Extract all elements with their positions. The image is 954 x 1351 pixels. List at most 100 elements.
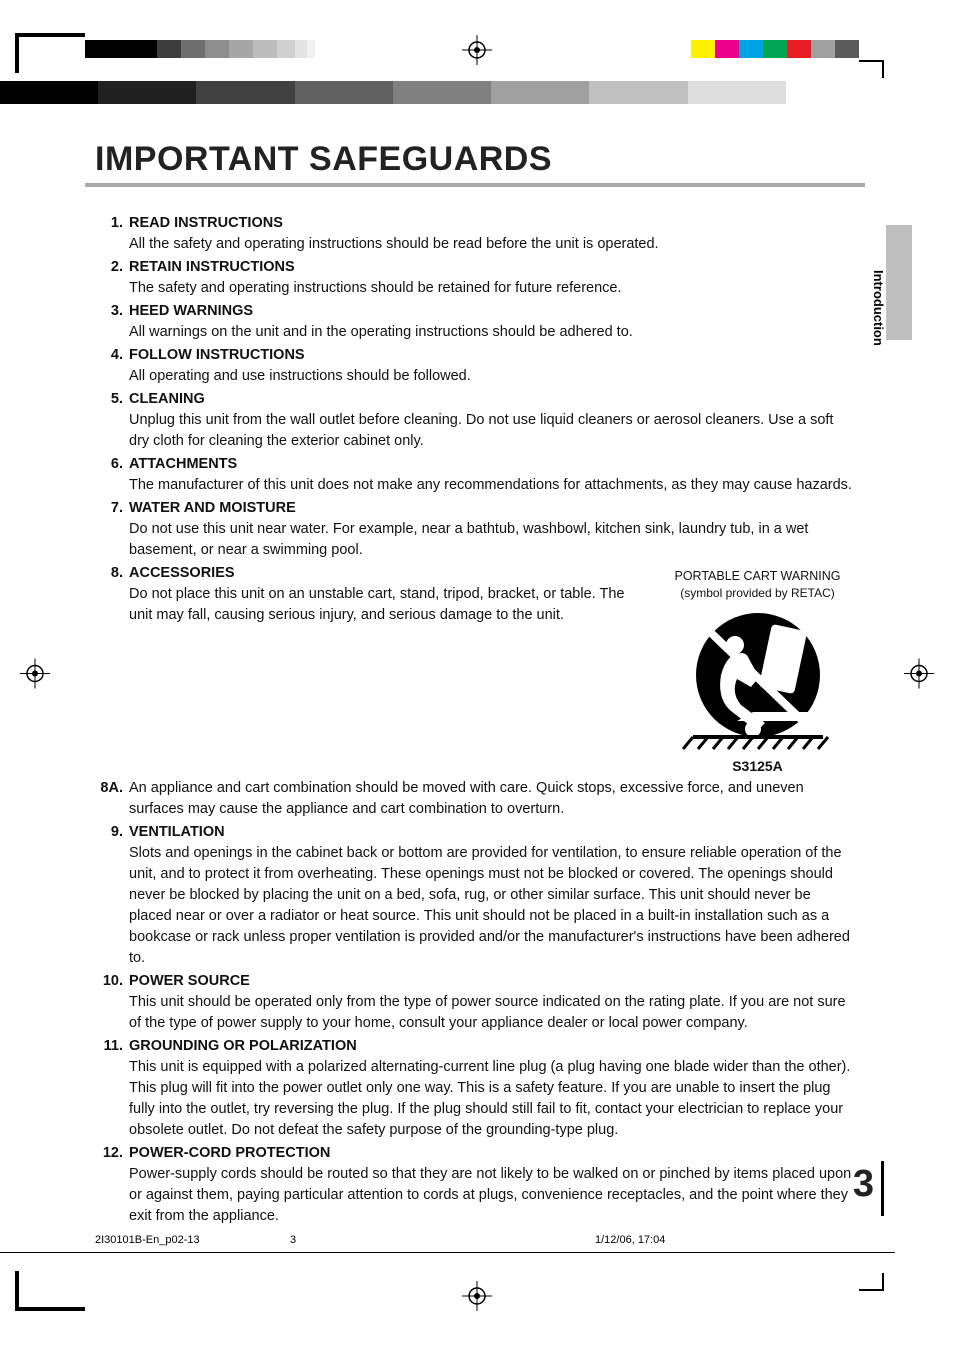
item-text: The manufacturer of this unit does not m… [129, 475, 855, 496]
gray-swatch [157, 40, 181, 58]
item-heading: READ INSTRUCTIONS [129, 213, 855, 234]
item-number: 9. [95, 822, 129, 969]
item-body: PORTABLE CART WARNING(symbol provided by… [129, 563, 855, 776]
gradient-step [688, 81, 786, 104]
item-number: 5. [95, 389, 129, 452]
item-body: ATTACHMENTSThe manufacturer of this unit… [129, 454, 855, 496]
title-underline [85, 183, 865, 187]
item-number: 12. [95, 1143, 129, 1227]
grayscale-swatches [85, 40, 315, 58]
safeguard-item: 11.GROUNDING OR POLARIZATIONThis unit is… [95, 1036, 855, 1141]
gradient-step [589, 81, 687, 104]
item-text: The safety and operating instructions sh… [129, 278, 855, 299]
footer-rule [0, 1252, 895, 1253]
item-number: 11. [95, 1036, 129, 1141]
item-body: POWER-CORD PROTECTIONPower-supply cords … [129, 1143, 855, 1227]
safeguard-item: 12.POWER-CORD PROTECTIONPower-supply cor… [95, 1143, 855, 1227]
item-body: WATER AND MOISTUREDo not use this unit n… [129, 498, 855, 561]
item-body: FOLLOW INSTRUCTIONSAll operating and use… [129, 345, 855, 387]
section-tab-block [886, 225, 912, 340]
page-number: 3 [853, 1163, 874, 1206]
item-heading: CLEANING [129, 389, 855, 410]
safeguard-item: 5.CLEANINGUnplug this unit from the wall… [95, 389, 855, 452]
item-text: This unit is equipped with a polarized a… [129, 1057, 855, 1141]
item-body: VENTILATIONSlots and openings in the cab… [129, 822, 855, 969]
crop-mark-bottom-right [859, 1273, 884, 1291]
gray-swatch [229, 40, 253, 58]
footer-filename: 2I30101B-En_p02-13 [95, 1234, 200, 1246]
footer-date: 1/12/06, 17:04 [595, 1234, 665, 1246]
item-text: All the safety and operating instruction… [129, 234, 855, 255]
page-number-bar [881, 1161, 884, 1216]
safeguard-item: 2.RETAIN INSTRUCTIONSThe safety and oper… [95, 257, 855, 299]
page-title: IMPORTANT SAFEGUARDS [95, 140, 855, 179]
gradient-step [393, 81, 491, 104]
item-number: 3. [95, 301, 129, 343]
gray-swatch [307, 40, 315, 58]
cart-warning-icon [673, 609, 843, 754]
item-heading: POWER-CORD PROTECTION [129, 1143, 855, 1164]
safeguard-item: 3.HEED WARNINGSAll warnings on the unit … [95, 301, 855, 343]
safeguard-item: 8.PORTABLE CART WARNING(symbol provided … [95, 563, 855, 776]
item-heading: RETAIN INSTRUCTIONS [129, 257, 855, 278]
item-body: CLEANINGUnplug this unit from the wall o… [129, 389, 855, 452]
gradient-step [786, 81, 884, 104]
color-swatch [691, 40, 715, 58]
item-number: 4. [95, 345, 129, 387]
item-text: Slots and openings in the cabinet back o… [129, 843, 855, 969]
footer-page: 3 [290, 1234, 296, 1246]
item-text: This unit should be operated only from t… [129, 992, 855, 1034]
cart-warning-code: S3125A [660, 756, 855, 776]
color-swatch [739, 40, 763, 58]
gradient-step [98, 81, 196, 104]
safeguard-item: 9.VENTILATIONSlots and openings in the c… [95, 822, 855, 969]
gradient-step [0, 81, 98, 104]
crop-mark-bottom-left [15, 1271, 85, 1311]
safeguard-item: 7.WATER AND MOISTUREDo not use this unit… [95, 498, 855, 561]
safeguard-list: 1.READ INSTRUCTIONSAll the safety and op… [95, 213, 855, 1227]
content-area: IMPORTANT SAFEGUARDS 1.READ INSTRUCTIONS… [95, 140, 855, 1229]
color-swatch [715, 40, 739, 58]
top-print-marks [0, 40, 954, 80]
cart-warning-caption-2: (symbol provided by RETAC) [660, 585, 855, 602]
gray-swatch [181, 40, 205, 58]
item-heading: ATTACHMENTS [129, 454, 855, 475]
registration-mark-right [904, 658, 934, 693]
item-number: 6. [95, 454, 129, 496]
item-number: 1. [95, 213, 129, 255]
item-text: An appliance and cart combination should… [129, 778, 855, 820]
item-number: 2. [95, 257, 129, 299]
registration-mark-top [462, 35, 492, 70]
item-text: Do not use this unit near water. For exa… [129, 519, 855, 561]
color-swatch [787, 40, 811, 58]
item-body: RETAIN INSTRUCTIONSThe safety and operat… [129, 257, 855, 299]
safeguard-item: 6.ATTACHMENTSThe manufacturer of this un… [95, 454, 855, 496]
item-heading: FOLLOW INSTRUCTIONS [129, 345, 855, 366]
item-body: READ INSTRUCTIONSAll the safety and oper… [129, 213, 855, 255]
item-body: POWER SOURCEThis unit should be operated… [129, 971, 855, 1034]
safeguard-item: 4.FOLLOW INSTRUCTIONSAll operating and u… [95, 345, 855, 387]
gray-swatch [205, 40, 229, 58]
item-heading: VENTILATION [129, 822, 855, 843]
color-swatches [691, 40, 859, 58]
color-swatch [811, 40, 835, 58]
registration-mark-bottom [462, 1281, 492, 1316]
item-text: All warnings on the unit and in the oper… [129, 322, 855, 343]
page: Introduction IMPORTANT SAFEGUARDS 1.READ… [0, 0, 954, 1351]
safeguard-item: 10.POWER SOURCEThis unit should be opera… [95, 971, 855, 1034]
gray-swatch [109, 40, 133, 58]
gray-swatch [277, 40, 295, 58]
cart-warning-caption-1: PORTABLE CART WARNING [660, 567, 855, 585]
crop-mark-top-right [859, 60, 884, 78]
item-text: All operating and use instructions shoul… [129, 366, 855, 387]
gray-swatch [85, 40, 109, 58]
section-tab-label: Introduction [871, 270, 886, 346]
safeguard-item: 8A.An appliance and cart combination sho… [95, 778, 855, 820]
item-text: Unplug this unit from the wall outlet be… [129, 410, 855, 452]
item-heading: HEED WARNINGS [129, 301, 855, 322]
item-number: 8. [95, 563, 129, 776]
color-swatch [835, 40, 859, 58]
item-body: An appliance and cart combination should… [129, 778, 855, 820]
gray-swatch [133, 40, 157, 58]
color-swatch [763, 40, 787, 58]
